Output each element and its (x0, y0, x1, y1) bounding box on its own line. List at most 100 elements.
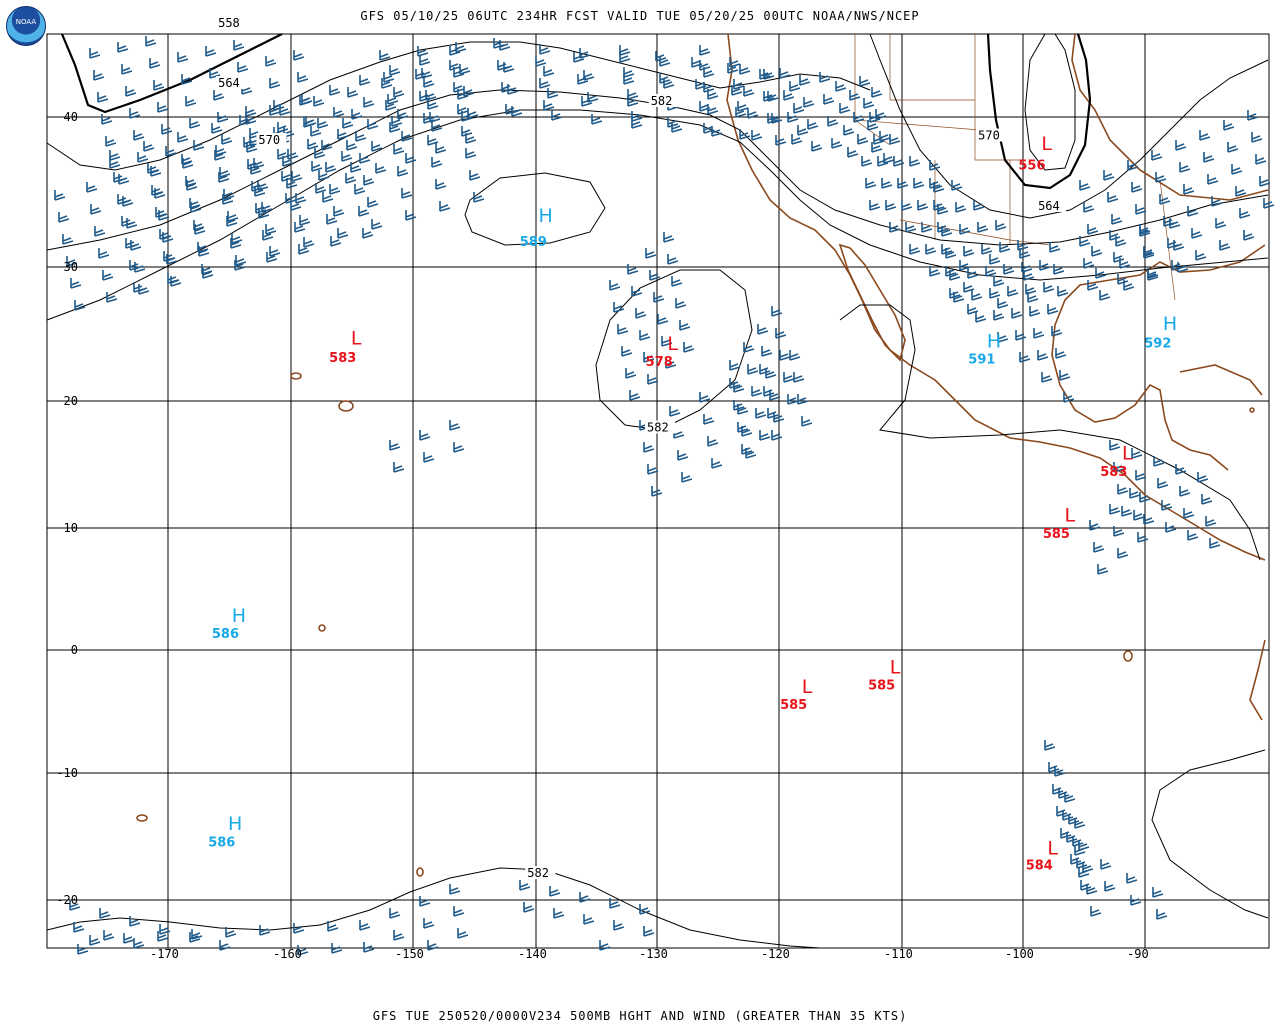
low-center-value: 578 (646, 355, 673, 370)
wind-barb (523, 902, 535, 913)
wind-barb (265, 56, 277, 67)
wind-barb (663, 78, 675, 89)
wind-barb (631, 286, 643, 297)
wind-barb (125, 238, 137, 249)
lon-tick-label: -110 (884, 947, 913, 961)
wind-barb (1053, 264, 1065, 275)
wind-barb (695, 79, 707, 90)
wind-barb (677, 450, 689, 461)
wind-barb (975, 312, 987, 323)
wind-barb (322, 192, 334, 203)
wind-barb (1247, 110, 1259, 121)
island (338, 400, 354, 412)
wind-barb (157, 931, 169, 942)
wind-barb (1095, 268, 1107, 279)
wind-barb (287, 149, 299, 160)
wind-barb (222, 194, 234, 205)
wind-barb (1097, 564, 1109, 575)
wind-barb (665, 358, 677, 369)
wind-barb (945, 248, 957, 259)
wind-barb (1207, 174, 1219, 185)
wind-barb (329, 85, 341, 96)
wind-barb (233, 40, 245, 51)
wind-barb (747, 364, 759, 375)
wind-barb (311, 161, 323, 172)
wind-barb (449, 60, 461, 71)
wind-barb (89, 48, 101, 59)
wind-barb (1227, 142, 1239, 153)
wind-barb (269, 246, 281, 257)
wind-barb (401, 131, 413, 142)
wind-barb (214, 150, 226, 161)
wind-barb (963, 282, 975, 293)
wind-barb (113, 172, 125, 183)
high-center-value: 586 (208, 836, 235, 851)
wind-barb (627, 264, 639, 275)
wind-barb (879, 131, 891, 142)
wind-barb (1191, 228, 1203, 239)
wind-barb (1117, 484, 1129, 495)
wind-barb (617, 324, 629, 335)
wind-barb (1100, 859, 1112, 870)
wind-barb (1205, 516, 1217, 527)
wind-barb (1131, 182, 1143, 193)
wind-barb (853, 112, 865, 123)
wind-barb (885, 200, 897, 211)
wind-barb (465, 148, 477, 159)
wind-barb (937, 204, 949, 215)
wind-barb (147, 163, 159, 174)
wind-barb (1089, 520, 1101, 531)
wind-barb (963, 246, 975, 257)
wind-barb (699, 60, 711, 71)
wind-barb (333, 206, 345, 217)
wind-barb (371, 219, 383, 230)
wind-barb (629, 390, 641, 401)
wind-barb (1143, 248, 1155, 259)
wind-barb (1082, 862, 1094, 873)
wind-barb (985, 266, 997, 277)
wind-barb (519, 880, 531, 891)
island (416, 867, 424, 877)
wind-barb (1167, 238, 1179, 249)
wind-barb (1074, 845, 1086, 856)
wind-barb (317, 118, 329, 129)
wind-barb (371, 141, 383, 152)
wind-barb (739, 64, 751, 75)
wind-barb (997, 298, 1009, 309)
wind-barb (1263, 198, 1275, 209)
wind-barb (449, 884, 461, 895)
wind-barb (245, 106, 257, 117)
wind-barb (583, 914, 595, 925)
wind-barb (643, 926, 655, 937)
wind-barb (101, 114, 113, 125)
contour-label: 582 (527, 866, 549, 880)
wind-barb (1011, 308, 1023, 319)
wind-barb (431, 157, 443, 168)
wind-barb (1171, 260, 1183, 271)
wind-barb (757, 324, 769, 335)
wind-barb (727, 63, 739, 74)
wind-barb (953, 292, 965, 303)
lon-tick-label: -100 (1005, 947, 1034, 961)
height-contour (46, 109, 1269, 321)
wind-barb (1151, 150, 1163, 161)
wind-barb (1137, 532, 1149, 543)
wind-barb (869, 112, 881, 123)
low-center-letter: L (1047, 837, 1058, 859)
wind-barb (299, 215, 311, 226)
wind-barb (751, 130, 763, 141)
wind-barb (254, 186, 266, 197)
wind-barb (165, 146, 177, 157)
wind-barb (967, 268, 979, 279)
wind-barb (315, 183, 327, 194)
wind-barb (1051, 326, 1063, 337)
wind-barb (1179, 486, 1191, 497)
height-contour (1024, 33, 1076, 171)
high-center-letter: H (1163, 313, 1177, 335)
wind-barb (341, 151, 353, 162)
wind-barb (673, 428, 685, 439)
wind-barb (765, 368, 777, 379)
low-center-value: 583 (1100, 465, 1127, 480)
wind-barb (347, 87, 359, 98)
wind-barb (659, 73, 671, 84)
